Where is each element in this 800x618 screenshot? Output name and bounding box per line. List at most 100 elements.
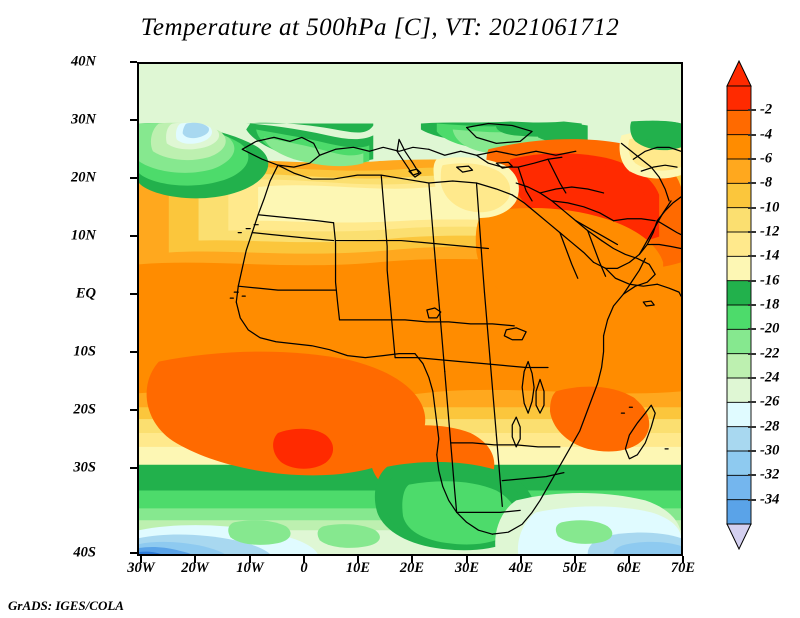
colorbar-band [726, 377, 752, 404]
colorbar-label-minus16: -16 [760, 272, 780, 289]
y-axis-label-30n: 30N [71, 111, 96, 128]
colorbar-band [726, 85, 752, 112]
temperature-field-map [137, 62, 683, 556]
colorbar-label-minus26: -26 [760, 393, 780, 410]
colorbar-label-minus32: -32 [760, 466, 780, 483]
x-axis-tick [140, 556, 142, 563]
colorbar-band [726, 426, 752, 452]
colorbar-band [726, 353, 752, 379]
colorbar-tick [748, 206, 756, 209]
x-axis-tick [466, 556, 468, 563]
colorbar-band [726, 499, 752, 525]
x-axis-label-20w: 20W [181, 560, 209, 576]
colorbar-tick [748, 377, 756, 379]
y-axis-tick [130, 467, 137, 469]
colorbar-band [726, 231, 752, 258]
y-axis-label-30s: 30S [73, 459, 96, 476]
colorbar-band [726, 255, 752, 282]
colorbar-tick [748, 158, 756, 160]
y-axis-tick [130, 552, 137, 554]
x-axis-tick [520, 556, 522, 563]
x-axis-label-10e: 10E [345, 560, 371, 576]
page-title: Temperature at 500hPa [C], VT: 202106171… [140, 14, 620, 41]
colorbar-tick [748, 328, 756, 331]
map-plot-area [137, 62, 683, 556]
temperature-contour-svg [139, 64, 681, 554]
colorbar-label-minus2: -2 [760, 101, 773, 118]
y-axis-tick [130, 351, 137, 353]
attribution-footer: GrADS: IGES/COLA [8, 598, 124, 613]
x-axis-tick [628, 556, 630, 563]
x-axis-tick [249, 556, 251, 563]
x-axis-tick [411, 556, 413, 563]
y-axis-tick [130, 177, 137, 179]
colorbar-band [726, 134, 752, 160]
colorbar-tick [748, 425, 756, 428]
x-axis-label-10w: 10W [236, 560, 264, 576]
colorbar-top-arrow [726, 60, 752, 87]
colorbar-tick [748, 450, 756, 452]
colorbar-band [726, 109, 752, 136]
x-axis-tick [574, 556, 576, 563]
y-axis-tick [130, 61, 137, 63]
x-axis-label-40e: 40E [508, 560, 534, 576]
colorbar-label-minus14: -14 [760, 247, 780, 264]
colorbar-band [726, 280, 752, 306]
x-axis-label-50e: 50E [562, 560, 588, 576]
y-axis-label-10n: 10N [71, 227, 96, 244]
colorbar-band [726, 450, 752, 477]
y-axis-tick [130, 119, 137, 121]
colorbar-band [726, 328, 752, 355]
colorbar [726, 60, 752, 550]
colorbar-band [726, 182, 752, 209]
colorbar-label-minus18: -18 [760, 296, 780, 313]
y-axis-label-20s: 20S [73, 401, 96, 418]
colorbar-tick [748, 498, 756, 501]
colorbar-tick [748, 255, 756, 258]
colorbar-tick [748, 352, 756, 355]
colorbar-label-minus6: -6 [760, 150, 773, 167]
colorbar-band [726, 304, 752, 331]
colorbar-tick [748, 401, 756, 404]
colorbar-band [726, 401, 752, 428]
y-axis-tick [130, 293, 137, 295]
y-axis-tick [130, 409, 137, 411]
colorbar-tick [748, 109, 756, 112]
colorbar-label-minus8: -8 [760, 174, 773, 191]
colorbar-band [726, 474, 752, 501]
y-axis-label-10s: 10S [73, 343, 96, 360]
colorbar-label-minus4: -4 [760, 126, 773, 143]
contour-bands [139, 64, 681, 554]
country-borders [229, 122, 681, 535]
colorbar-label-minus34: -34 [760, 491, 780, 508]
y-axis-label-40s: 40S [73, 544, 96, 561]
colorbar-tick [748, 474, 756, 477]
colorbar-label-minus22: -22 [760, 345, 780, 362]
x-axis-tick [682, 556, 684, 563]
x-axis-tick [357, 556, 359, 563]
x-axis-label-20e: 20E [399, 560, 425, 576]
y-axis-label-40n: 40N [71, 53, 96, 70]
colorbar-tick [748, 182, 756, 185]
x-axis-label-70e: 70E [670, 560, 696, 576]
colorbar-tick [748, 304, 756, 306]
colorbar-tick [748, 133, 756, 136]
y-axis-label-20n: 20N [71, 169, 96, 186]
y-axis-label-eq: EQ [75, 285, 96, 302]
colorbar-band [726, 207, 752, 233]
colorbar-band [726, 158, 752, 185]
x-axis-label-30e: 30E [454, 560, 480, 576]
colorbar-label-minus12: -12 [760, 223, 780, 240]
y-axis-tick [130, 235, 137, 237]
colorbar-svg [726, 60, 752, 550]
colorbar-bottom-arrow [726, 523, 752, 550]
colorbar-tick [748, 231, 756, 233]
x-axis-label-0: 0 [300, 560, 308, 576]
colorbar-tick [748, 279, 756, 282]
colorbar-label-minus30: -30 [760, 442, 780, 459]
x-axis-label-30w: 30W [127, 560, 155, 576]
colorbar-label-minus20: -20 [760, 320, 780, 337]
x-axis-tick [194, 556, 196, 563]
x-axis-tick [303, 556, 305, 563]
x-axis-label-60e: 60E [616, 560, 642, 576]
